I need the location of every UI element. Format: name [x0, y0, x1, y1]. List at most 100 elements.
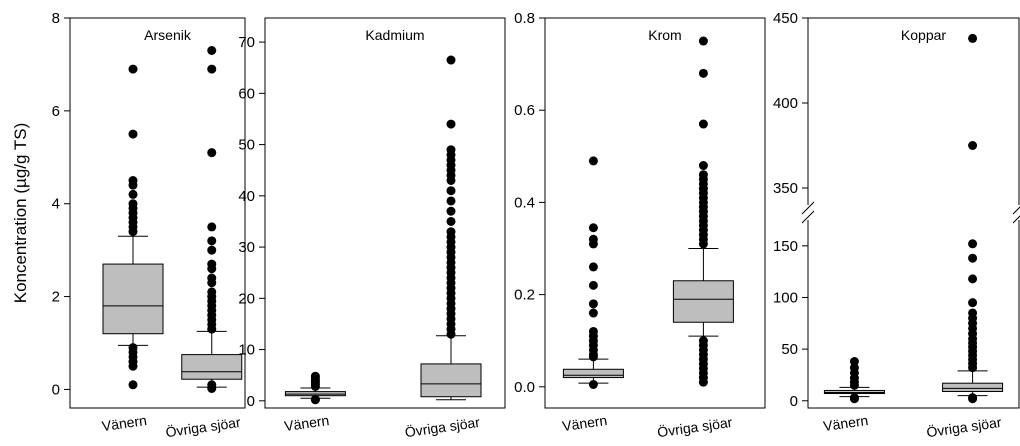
outlier — [207, 148, 217, 158]
x-tick-label: Vänern — [822, 412, 869, 434]
y-tick-label: 0.2 — [514, 287, 535, 304]
x-tick-label: Vänern — [101, 412, 148, 434]
outlier — [588, 299, 598, 309]
box — [672, 280, 734, 323]
y-tick-label: 450 — [773, 10, 798, 27]
outlier — [310, 394, 320, 404]
outlier — [207, 380, 217, 390]
y-tick-label: 0.4 — [514, 194, 535, 211]
panel-title: Kadmium — [365, 27, 424, 43]
y-tick-label: 0 — [790, 393, 798, 410]
x-tick-label: Övriga sjöar — [656, 413, 733, 440]
axis-break — [801, 201, 815, 215]
outlier — [128, 176, 138, 185]
box — [942, 382, 1004, 392]
outlier — [698, 68, 708, 78]
y-tick-label: 10 — [238, 342, 255, 359]
y-tick-label: 0.6 — [514, 102, 535, 119]
outlier — [968, 308, 978, 318]
outlier — [128, 64, 138, 74]
outlier — [128, 199, 138, 209]
y-tick-label: 40 — [238, 188, 255, 205]
panel-title: Arsenik — [144, 27, 192, 43]
panel: 0 2 4 6 8 Arsenik Koncentration (µg/g TS) Väner… — [11, 10, 246, 440]
box — [102, 263, 164, 335]
y-tick-label: 2 — [52, 289, 60, 306]
outlier — [207, 46, 217, 55]
panel: 0 10 20 30 40 50 60 70 Kadmium Vänern Övriga sjöar — [238, 17, 506, 440]
outlier — [128, 189, 138, 199]
outlier — [128, 129, 138, 139]
y-tick-label: 0 — [247, 393, 255, 410]
y-tick-label: 4 — [52, 196, 60, 213]
y-tick-label: 70 — [238, 34, 255, 51]
outlier — [968, 141, 978, 150]
axis-break — [801, 210, 815, 224]
outlier — [207, 259, 217, 269]
outlier — [849, 357, 859, 367]
outlier — [446, 55, 456, 65]
x-tick-label: Övriga sjöar — [404, 413, 481, 440]
outlier — [968, 298, 978, 308]
outlier — [968, 253, 978, 263]
frame — [807, 17, 1020, 409]
axis-break — [1012, 206, 1020, 215]
outlier — [698, 36, 708, 46]
outlier — [446, 145, 456, 155]
box — [420, 363, 482, 398]
y-axis-label: Koncentration (µg/g TS) — [11, 123, 30, 304]
y-tick-label: 6 — [52, 103, 60, 120]
outlier — [128, 343, 138, 353]
y-tick-label: 350 — [773, 180, 798, 197]
outlier — [446, 186, 456, 196]
panel-title: Koppar — [901, 27, 946, 43]
outlier — [698, 170, 708, 180]
y-tick-label: 50 — [781, 341, 798, 358]
box — [562, 368, 624, 379]
outlier — [310, 371, 320, 381]
outlier — [446, 206, 456, 216]
y-tick-label: 150 — [773, 238, 798, 255]
outlier — [588, 326, 598, 336]
x-tick-label: Vänern — [283, 412, 330, 434]
box — [823, 389, 885, 395]
y-tick-label: 0.8 — [514, 10, 535, 27]
x-tick-label: Vänern — [561, 412, 608, 434]
panel-title: Krom — [648, 27, 681, 43]
outlier — [207, 245, 217, 255]
y-tick-label: 0.0 — [514, 379, 535, 396]
axis-break — [1012, 215, 1020, 224]
outlier — [968, 393, 978, 403]
frame — [264, 17, 506, 409]
outlier — [207, 273, 217, 283]
panel: 0.0 0.2 0.4 0.6 0.8 Krom Vänern Övriga sjöar — [514, 10, 766, 440]
outlier — [446, 216, 456, 226]
outlier — [207, 222, 217, 232]
outlier — [446, 196, 456, 206]
y-tick-label: 60 — [238, 85, 255, 102]
frame — [544, 17, 766, 409]
outlier — [588, 156, 598, 166]
outlier — [207, 287, 217, 297]
outlier — [698, 336, 708, 346]
x-tick-label: Övriga sjöar — [164, 413, 241, 440]
y-tick-label: 400 — [773, 95, 798, 112]
x-tick-label: Övriga sjöar — [925, 413, 1002, 440]
y-tick-label: 30 — [238, 239, 255, 256]
outlier — [968, 33, 978, 43]
frame — [69, 17, 246, 409]
outlier — [968, 274, 978, 284]
outlier — [849, 393, 859, 403]
outlier — [446, 227, 456, 237]
outlier — [588, 280, 598, 290]
outlier — [588, 223, 598, 233]
y-tick-label: 0 — [52, 381, 60, 398]
outlier — [698, 161, 708, 171]
outlier — [968, 239, 978, 249]
outlier — [588, 234, 598, 244]
panel: 0 50 100 150 350 400 450 Koppar Vänern Övriga sjö… — [773, 10, 1020, 440]
y-tick-label: 8 — [52, 10, 60, 27]
outlier — [588, 262, 598, 272]
outlier — [446, 119, 456, 129]
